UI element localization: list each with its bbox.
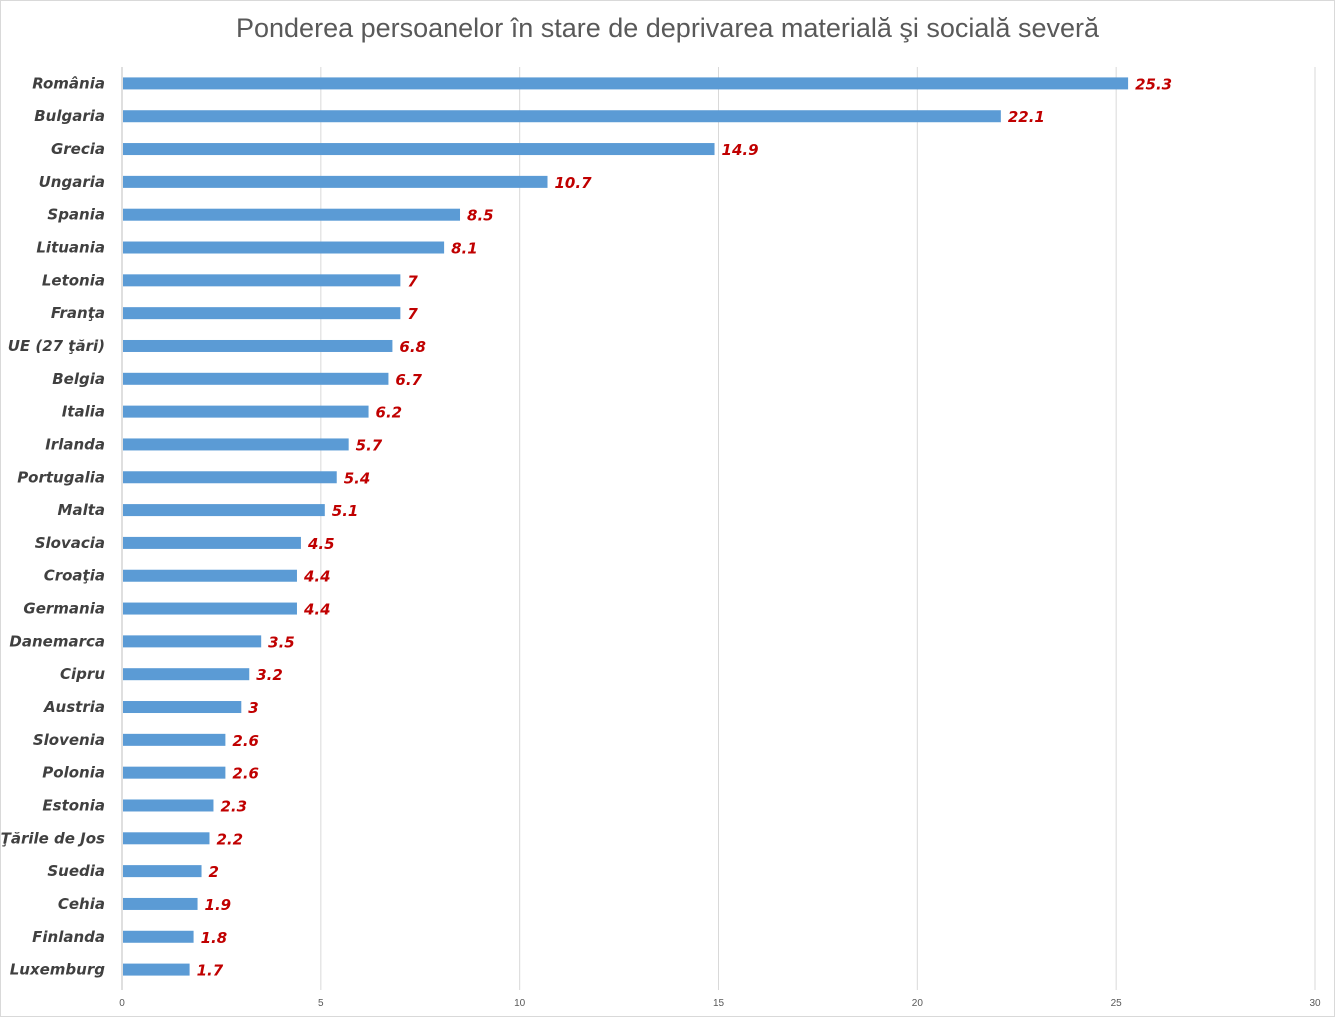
category-label: Bulgaria [34, 107, 105, 125]
bar [123, 307, 401, 320]
bar [123, 963, 190, 976]
data-label: 2.6 [232, 732, 259, 750]
bar [123, 339, 393, 352]
data-label: 25.3 [1135, 75, 1172, 93]
category-label: Franţa [51, 304, 105, 322]
bar [123, 438, 349, 451]
data-label: 1.9 [205, 896, 232, 914]
category-label: UE (27 ţări) [8, 337, 105, 355]
data-label: 8.1 [451, 240, 478, 258]
data-label: 6.8 [399, 338, 426, 356]
bar [123, 701, 242, 714]
category-label: Slovenia [33, 731, 105, 749]
category-label: Croaţia [44, 567, 105, 585]
category-label: Cipru [60, 665, 105, 683]
chart-title: Ponderea persoanelor în stare de depriva… [236, 13, 1099, 43]
category-label: Lituania [36, 239, 105, 257]
x-tick-label: 25 [1111, 998, 1123, 1009]
category-label: Ungaria [39, 173, 105, 191]
data-label: 5.1 [332, 502, 359, 520]
data-label: 8.5 [467, 207, 494, 225]
bar [123, 930, 194, 943]
category-label: Spania [47, 206, 105, 224]
category-label: Finlanda [32, 928, 105, 946]
data-label: 4.4 [303, 568, 331, 586]
category-label: Estonia [42, 796, 105, 814]
data-label: 2 [209, 863, 219, 881]
data-label: 5.4 [344, 469, 371, 487]
data-label: 2.6 [232, 765, 259, 783]
data-label: 1.8 [201, 929, 228, 947]
category-label: Belgia [52, 370, 105, 388]
bar [123, 208, 461, 221]
data-label: 7 [407, 305, 418, 323]
data-label: 3.2 [256, 666, 283, 684]
category-label: Malta [58, 501, 105, 519]
data-label: 14.9 [722, 141, 759, 159]
data-label: 6.2 [376, 404, 403, 422]
category-label: Ţările de Jos [1, 829, 105, 847]
category-label: Danemarca [9, 632, 105, 650]
data-label: 22.1 [1008, 108, 1045, 126]
data-label: 7 [407, 272, 418, 290]
bar [123, 274, 401, 287]
category-label: Slovacia [35, 534, 105, 552]
category-label: Germania [23, 600, 105, 618]
bar [123, 832, 210, 845]
category-label: Austria [43, 698, 105, 716]
data-label: 2.2 [216, 830, 243, 848]
category-label: Italia [62, 403, 105, 421]
data-label: 4.4 [303, 601, 331, 619]
data-label: 10.7 [555, 174, 593, 192]
category-label: Portugalia [17, 468, 105, 486]
category-label: Suedia [47, 862, 105, 880]
x-tick-label: 0 [119, 998, 125, 1009]
data-label: 3 [248, 699, 258, 717]
bar [123, 569, 297, 582]
category-label: Letonia [42, 271, 105, 289]
data-label: 1.7 [197, 962, 224, 980]
x-tick-label: 30 [1309, 998, 1321, 1009]
bar [123, 897, 198, 910]
category-label: Irlanda [45, 435, 105, 453]
x-tick-label: 5 [318, 998, 324, 1009]
bar [123, 110, 1001, 123]
bar [123, 733, 226, 746]
bar [123, 77, 1129, 90]
x-tick-label: 20 [912, 998, 924, 1009]
data-label: 4.5 [307, 535, 335, 553]
data-label: 6.7 [395, 371, 422, 389]
bar [123, 504, 325, 517]
bar [123, 536, 301, 549]
category-label: Luxemburg [10, 961, 106, 979]
bar [123, 405, 369, 418]
bar [123, 241, 445, 254]
data-label: 3.5 [268, 633, 295, 651]
x-tick-label: 15 [713, 998, 725, 1009]
bar [123, 865, 202, 878]
bar [123, 799, 214, 812]
bar [123, 372, 389, 385]
bar [123, 602, 297, 615]
bar [123, 668, 250, 681]
bar [123, 766, 226, 779]
bar [123, 175, 548, 188]
x-tick-label: 10 [514, 998, 526, 1009]
category-label: Polonia [42, 764, 105, 782]
category-label: Grecia [51, 140, 105, 158]
category-label: România [32, 74, 105, 92]
bar [123, 635, 262, 648]
bar [123, 471, 337, 484]
data-label: 2.3 [220, 797, 247, 815]
category-label: Cehia [58, 895, 105, 913]
data-label: 5.7 [356, 436, 383, 454]
bar [123, 143, 715, 156]
